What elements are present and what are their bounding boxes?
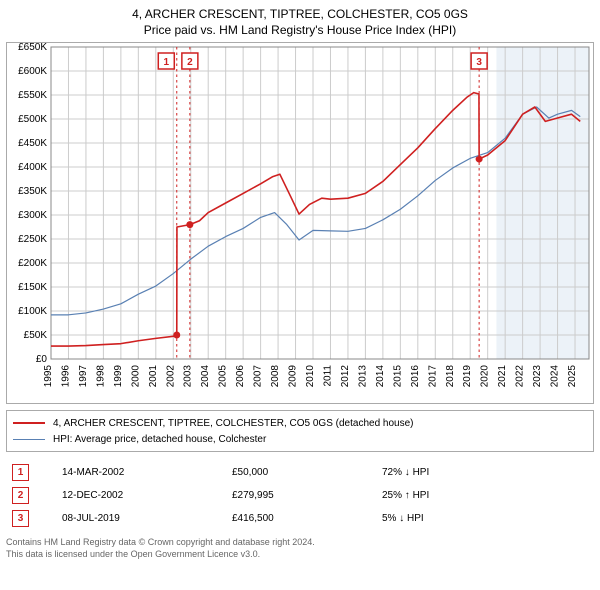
svg-text:2022: 2022	[515, 365, 526, 388]
svg-text:2: 2	[187, 57, 193, 68]
transaction-delta: 25% ↑ HPI	[378, 485, 592, 506]
table-row: 3 08-JUL-2019£416,5005% ↓ HPI	[8, 508, 592, 529]
transactions-table: 1 14-MAR-2002£50,00072% ↓ HPI 2 12-DEC-2002…	[6, 460, 594, 531]
legend: 4, ARCHER CRESCENT, TIPTREE, COLCHESTER,…	[6, 410, 594, 452]
svg-text:2014: 2014	[375, 365, 386, 388]
transaction-price: £279,995	[228, 485, 376, 506]
svg-text:2012: 2012	[340, 365, 351, 388]
svg-text:1: 1	[164, 57, 170, 68]
svg-text:£550K: £550K	[18, 90, 47, 101]
svg-text:£350K: £350K	[18, 186, 47, 197]
svg-text:2001: 2001	[148, 365, 159, 388]
svg-text:£500K: £500K	[18, 114, 47, 125]
svg-text:£200K: £200K	[18, 258, 47, 269]
svg-text:£150K: £150K	[18, 282, 47, 293]
transaction-marker: 3	[12, 510, 29, 527]
title-line1: 4, ARCHER CRESCENT, TIPTREE, COLCHESTER,…	[132, 7, 468, 21]
transaction-date: 08-JUL-2019	[58, 508, 226, 529]
svg-text:2002: 2002	[165, 365, 176, 388]
legend-swatch	[13, 422, 45, 424]
svg-text:£600K: £600K	[18, 66, 47, 77]
transaction-delta: 5% ↓ HPI	[378, 508, 592, 529]
svg-text:£100K: £100K	[18, 306, 47, 317]
footer-credits: Contains HM Land Registry data © Crown c…	[6, 537, 594, 560]
transaction-price: £416,500	[228, 508, 376, 529]
svg-text:1998: 1998	[95, 365, 106, 388]
legend-item: HPI: Average price, detached house, Colc…	[13, 431, 587, 447]
svg-text:2017: 2017	[427, 365, 438, 388]
legend-swatch	[13, 439, 45, 440]
svg-text:£50K: £50K	[24, 330, 48, 341]
svg-text:2016: 2016	[410, 365, 421, 388]
svg-text:2005: 2005	[218, 365, 229, 388]
svg-text:3: 3	[476, 57, 482, 68]
svg-text:2015: 2015	[392, 365, 403, 388]
svg-text:£650K: £650K	[18, 43, 47, 53]
svg-text:2000: 2000	[130, 365, 141, 388]
legend-label: 4, ARCHER CRESCENT, TIPTREE, COLCHESTER,…	[53, 418, 414, 429]
svg-text:£400K: £400K	[18, 162, 47, 173]
svg-text:2025: 2025	[567, 365, 578, 388]
svg-text:2024: 2024	[550, 365, 561, 388]
footer-line1: Contains HM Land Registry data © Crown c…	[6, 537, 315, 547]
svg-text:2019: 2019	[462, 365, 473, 388]
svg-text:2006: 2006	[235, 365, 246, 388]
svg-text:£250K: £250K	[18, 234, 47, 245]
table-row: 1 14-MAR-2002£50,00072% ↓ HPI	[8, 462, 592, 483]
table-row: 2 12-DEC-2002£279,99525% ↑ HPI	[8, 485, 592, 506]
transaction-delta: 72% ↓ HPI	[378, 462, 592, 483]
svg-text:£300K: £300K	[18, 210, 47, 221]
svg-text:1999: 1999	[113, 365, 124, 388]
svg-text:2021: 2021	[497, 365, 508, 388]
svg-text:1997: 1997	[78, 365, 89, 388]
svg-text:£450K: £450K	[18, 138, 47, 149]
svg-text:2007: 2007	[253, 365, 264, 388]
svg-text:2011: 2011	[322, 365, 333, 387]
transaction-price: £50,000	[228, 462, 376, 483]
svg-text:1995: 1995	[43, 365, 54, 388]
svg-text:2010: 2010	[305, 365, 316, 388]
svg-text:1996: 1996	[60, 365, 71, 388]
title-line2: Price paid vs. HM Land Registry's House …	[144, 23, 456, 37]
legend-label: HPI: Average price, detached house, Colc…	[53, 434, 266, 445]
svg-text:£0: £0	[36, 354, 48, 365]
transaction-marker: 2	[12, 487, 29, 504]
svg-text:2013: 2013	[357, 365, 368, 388]
svg-text:2003: 2003	[183, 365, 194, 388]
svg-text:2018: 2018	[445, 365, 456, 388]
transaction-date: 12-DEC-2002	[58, 485, 226, 506]
svg-text:2008: 2008	[270, 365, 281, 388]
svg-text:2004: 2004	[200, 365, 211, 388]
legend-item: 4, ARCHER CRESCENT, TIPTREE, COLCHESTER,…	[13, 415, 587, 431]
transaction-date: 14-MAR-2002	[58, 462, 226, 483]
chart-title: 4, ARCHER CRESCENT, TIPTREE, COLCHESTER,…	[6, 6, 594, 38]
line-chart: £0 £50K £100K £150K £200K £250K £300K £350K £400…	[7, 43, 593, 398]
chart-container: £0 £50K £100K £150K £200K £250K £300K £350K £400…	[6, 42, 594, 404]
transaction-marker: 1	[12, 464, 29, 481]
svg-text:2009: 2009	[288, 365, 299, 388]
svg-text:2020: 2020	[480, 365, 491, 388]
svg-text:2023: 2023	[532, 365, 543, 388]
footer-line2: This data is licensed under the Open Gov…	[6, 549, 260, 559]
